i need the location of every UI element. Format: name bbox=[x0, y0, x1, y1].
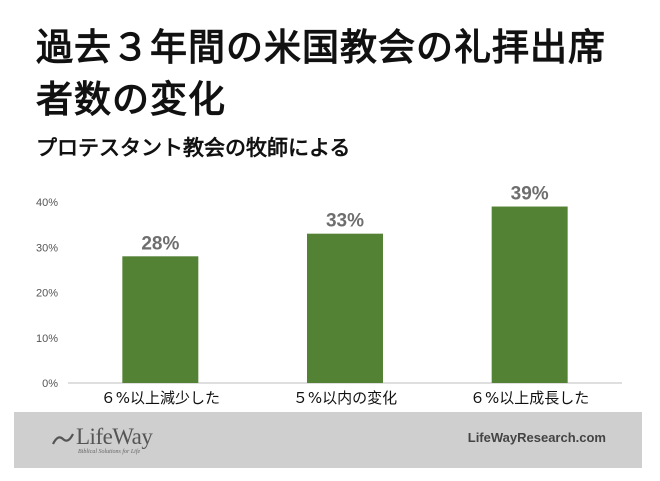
bar bbox=[122, 256, 199, 383]
logo-tagline: Biblical Solutions for Life bbox=[78, 449, 141, 455]
y-tick-label: 10% bbox=[36, 333, 58, 345]
y-tick-label: 30% bbox=[36, 242, 58, 254]
footer-banner: LifeWay Biblical Solutions for Life Life… bbox=[14, 412, 642, 468]
chart-title: 過去３年間の米国教会の礼拝出席者数の変化 bbox=[36, 26, 606, 121]
y-tick-label: 0% bbox=[42, 378, 58, 390]
bar-data-label: 33% bbox=[326, 211, 364, 232]
y-tick-label: 20% bbox=[36, 288, 58, 300]
x-category-label: ５%以内の変化 bbox=[293, 389, 397, 407]
bar-chart: 0% 10% 20% 30% 40% 28% ６%以上減少した 33% ５%以内の変化 39% ６%… bbox=[36, 184, 622, 407]
bar-data-label: 39% bbox=[511, 184, 549, 205]
chart-subtitle: プロテスタント教会の牧師による bbox=[36, 136, 351, 160]
x-category-label: ６%以上成長した bbox=[470, 389, 589, 407]
bar bbox=[491, 206, 568, 383]
y-tick-label: 40% bbox=[36, 197, 58, 209]
logo-text: LifeWay bbox=[76, 424, 153, 449]
lifeway-mark-icon bbox=[52, 433, 74, 445]
bar-data-label: 28% bbox=[141, 233, 179, 254]
x-category-label: ６%以上減少した bbox=[101, 389, 220, 407]
bar bbox=[307, 233, 383, 383]
lifeway-logo: LifeWay bbox=[52, 424, 153, 450]
website-link[interactable]: LifeWayResearch.com bbox=[467, 430, 606, 445]
